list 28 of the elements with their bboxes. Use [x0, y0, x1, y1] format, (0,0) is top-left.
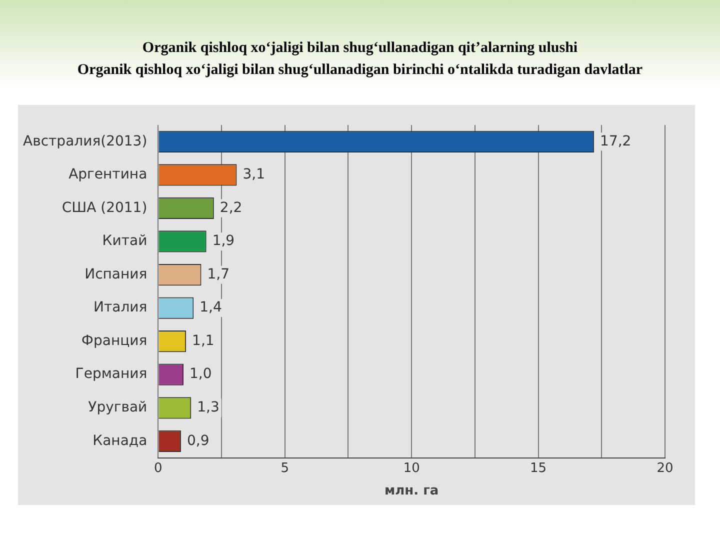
- data-label: 1,9: [212, 233, 235, 250]
- data-label: 3,1: [242, 166, 265, 183]
- y-tick-label: Германия: [75, 366, 148, 382]
- y-tick-label: Канада: [92, 432, 148, 449]
- data-label: 1,0: [190, 366, 212, 382]
- y-tick-label: Аргентина: [68, 166, 148, 183]
- y-tick-label: США (2011): [62, 200, 148, 216]
- x-axis-title: млн. га: [384, 484, 439, 499]
- y-tick-label: Испания: [84, 266, 148, 282]
- data-label: 1,3: [197, 400, 220, 416]
- data-label: 2,2: [220, 200, 242, 216]
- y-tick-label: Австралия(2013): [22, 133, 148, 150]
- data-label: 1,1: [192, 332, 214, 349]
- x-tick-label: 10: [403, 460, 420, 476]
- data-label: 17,2: [600, 133, 632, 150]
- y-tick-label: Уругвай: [88, 400, 148, 416]
- y-tick-label: Италия: [93, 300, 148, 316]
- x-tick-label: 20: [656, 460, 674, 476]
- x-tick-label: 5: [280, 460, 290, 476]
- chart-subtitle: Organik qishloq xo‘jaligi bilan shug‘ullanadigan birinchi o‘ntalikda turadigan davlatlar: [76, 61, 644, 80]
- y-tick-label: Китай: [102, 233, 148, 250]
- x-tick-label: 15: [530, 460, 547, 476]
- data-label: 1,7: [207, 266, 230, 282]
- x-tick-label: 0: [154, 460, 162, 476]
- data-label: 1,4: [200, 300, 222, 316]
- data-label: 0,9: [186, 432, 210, 449]
- y-tick-label: Франция: [81, 332, 148, 349]
- chart-title: Organik qishloq xo‘jaligi bilan shug‘ullanadigan qit’alarning ulushi: [141, 39, 579, 58]
